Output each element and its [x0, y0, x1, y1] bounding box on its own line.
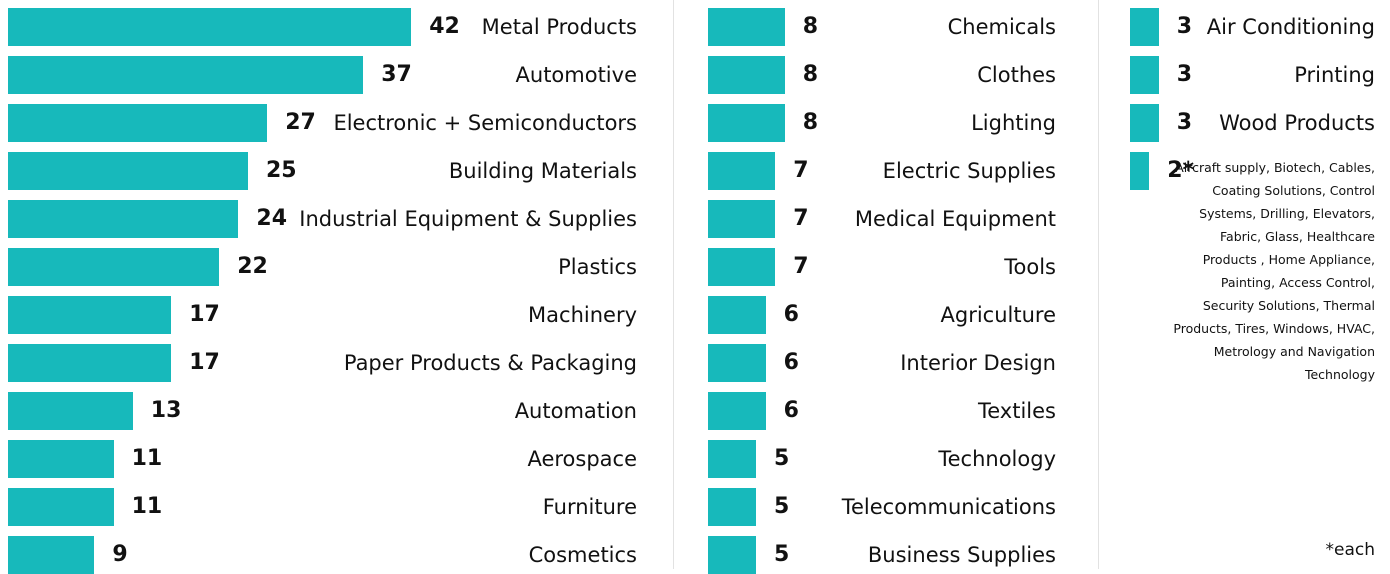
bar: [708, 8, 785, 46]
bar: [708, 344, 766, 382]
value-label: 3: [1176, 110, 1193, 135]
value-label: 22: [237, 254, 268, 279]
category-label: Automotive: [515, 63, 637, 87]
footnote: *each: [1325, 540, 1376, 560]
bar: [708, 440, 756, 478]
bar: [8, 248, 220, 286]
value-label: 7: [793, 254, 809, 279]
category-label: Agriculture: [940, 303, 1057, 327]
value-label: 5: [774, 494, 790, 519]
bar: [708, 536, 756, 574]
bar: [8, 488, 114, 526]
bar: [8, 56, 364, 94]
category-label: Telecommunications: [841, 495, 1056, 519]
bar: [708, 104, 785, 142]
value-label: 5: [774, 446, 790, 471]
category-label: Industrial Equipment & Supplies: [299, 207, 637, 231]
category-label: Aircraft supply, Biotech, Cables, Coatin…: [1173, 160, 1375, 382]
divider: [673, 0, 674, 569]
category-label: Automation: [514, 399, 637, 423]
divider: [1098, 0, 1099, 569]
category-label: Printing: [1294, 63, 1375, 87]
category-label: Machinery: [528, 303, 637, 327]
category-label: Cosmetics: [528, 543, 637, 567]
value-label: 17: [189, 350, 220, 375]
value-label: 6: [783, 302, 799, 327]
value-label: 3: [1176, 14, 1193, 39]
bar: [8, 344, 172, 382]
category-label: Furniture: [542, 495, 637, 519]
value-label: 37: [381, 62, 412, 87]
value-label: 3: [1176, 62, 1193, 87]
value-label: 11: [131, 494, 163, 519]
category-label: Business Supplies: [867, 543, 1056, 567]
category-label: Electronic + Semiconductors: [333, 111, 637, 135]
bar: [1130, 8, 1159, 46]
bar: [708, 488, 756, 526]
value-label: 27: [285, 110, 316, 135]
value-label: 42: [429, 14, 460, 39]
category-label: Wood Products: [1219, 111, 1375, 135]
value-label: 2*: [1167, 158, 1194, 183]
bar: [1130, 152, 1150, 190]
value-label: 8: [802, 14, 819, 39]
category-label: Interior Design: [900, 351, 1056, 375]
category-label: Chemicals: [947, 15, 1056, 39]
value-label: 11: [131, 446, 163, 471]
bar: [8, 440, 114, 478]
category-label: Paper Products & Packaging: [343, 351, 637, 375]
category-label: Clothes: [977, 63, 1056, 87]
value-label: 13: [150, 398, 182, 423]
value-label: 7: [793, 158, 809, 183]
bar: [708, 56, 785, 94]
value-label: 25: [266, 158, 297, 183]
category-label: Electric Supplies: [882, 159, 1056, 183]
value-label: 6: [783, 350, 799, 375]
value-label: 6: [783, 398, 799, 423]
category-label: Aerospace: [527, 447, 637, 471]
bar: [8, 104, 268, 142]
bar: [1130, 56, 1159, 94]
bar: [8, 152, 248, 190]
category-label: Building Materials: [448, 159, 637, 183]
category-label: Technology: [938, 447, 1056, 471]
bar: [8, 200, 239, 238]
category-label: Air Conditioning: [1206, 15, 1375, 39]
category-label: Medical Equipment: [854, 207, 1056, 231]
bar: [708, 296, 766, 334]
category-label: Tools: [1004, 255, 1056, 279]
value-label: 5: [774, 542, 790, 567]
value-label: 8: [802, 110, 819, 135]
value-label: 8: [802, 62, 819, 87]
bar: [708, 200, 776, 238]
category-label: Lighting: [971, 111, 1056, 135]
bar: [8, 296, 172, 334]
bar: [708, 392, 766, 430]
value-label: 7: [793, 206, 809, 231]
bar: [1130, 104, 1159, 142]
bar: [8, 8, 412, 46]
category-label: Plastics: [558, 255, 637, 279]
value-label: 9: [112, 542, 128, 567]
bar: [8, 392, 133, 430]
category-label: Metal Products: [481, 15, 637, 39]
bar: [708, 152, 776, 190]
value-label: 24: [256, 206, 288, 231]
category-label: Textiles: [977, 399, 1056, 423]
bar: [708, 248, 776, 286]
bar: [8, 536, 95, 574]
value-label: 17: [189, 302, 220, 327]
